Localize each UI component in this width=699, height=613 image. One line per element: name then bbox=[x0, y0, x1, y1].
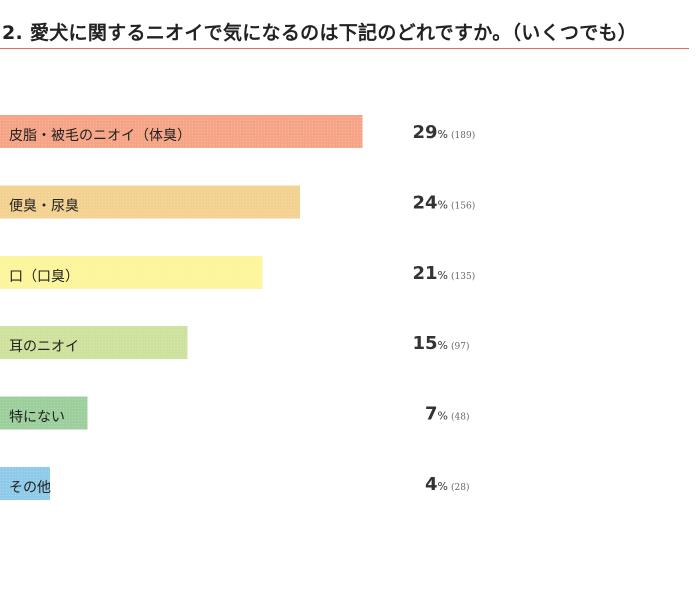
value-count-6: (28) bbox=[451, 482, 469, 493]
bar-texture-3 bbox=[0, 255, 263, 289]
value-number-1: 29 bbox=[412, 122, 437, 143]
bar-label-4: 耳のニオイ bbox=[9, 339, 79, 355]
value-label-4: 15% bbox=[412, 333, 448, 354]
value-count-2: (156) bbox=[451, 200, 475, 211]
value-unit-3: % bbox=[438, 269, 448, 282]
bar-label-6: その他 bbox=[9, 480, 51, 496]
value-label-3: 21% bbox=[412, 263, 448, 284]
bar-label-5: 特にない bbox=[9, 410, 65, 426]
value-number-3: 21 bbox=[412, 263, 437, 284]
value-unit-1: % bbox=[438, 128, 448, 141]
chart-title: 2. 愛犬に関するニオイで気になるのは下記のどれですか。（いくつでも） bbox=[2, 22, 638, 44]
value-count-1: (189) bbox=[451, 130, 475, 141]
value-label-2: 24% bbox=[412, 192, 448, 213]
value-unit-5: % bbox=[438, 410, 448, 423]
value-unit-2: % bbox=[438, 198, 448, 211]
value-count-5: (48) bbox=[451, 412, 469, 423]
value-count-3: (135) bbox=[451, 271, 475, 282]
bar-texture-6 bbox=[0, 467, 50, 500]
value-label-1: 29% bbox=[412, 122, 448, 143]
value-unit-4: % bbox=[438, 339, 448, 352]
value-label-6: 4% bbox=[425, 474, 448, 495]
title-divider bbox=[0, 48, 689, 49]
bar-texture-5 bbox=[0, 396, 88, 430]
bar-texture-1 bbox=[0, 115, 363, 148]
bar-label-1: 皮脂・被毛のニオイ（体臭） bbox=[9, 128, 191, 144]
bar-label-2: 便臭・尿臭 bbox=[9, 198, 79, 214]
bar-texture-2 bbox=[0, 185, 300, 219]
value-number-4: 15 bbox=[412, 333, 437, 354]
value-unit-6: % bbox=[438, 480, 448, 493]
bar-texture-4 bbox=[0, 326, 188, 360]
value-number-6: 4 bbox=[425, 474, 438, 495]
value-count-4: (97) bbox=[451, 341, 469, 352]
value-number-2: 24 bbox=[412, 192, 437, 213]
value-label-5: 7% bbox=[425, 404, 448, 425]
value-number-5: 7 bbox=[425, 404, 438, 425]
bar-label-3: 口（口臭） bbox=[9, 269, 79, 285]
